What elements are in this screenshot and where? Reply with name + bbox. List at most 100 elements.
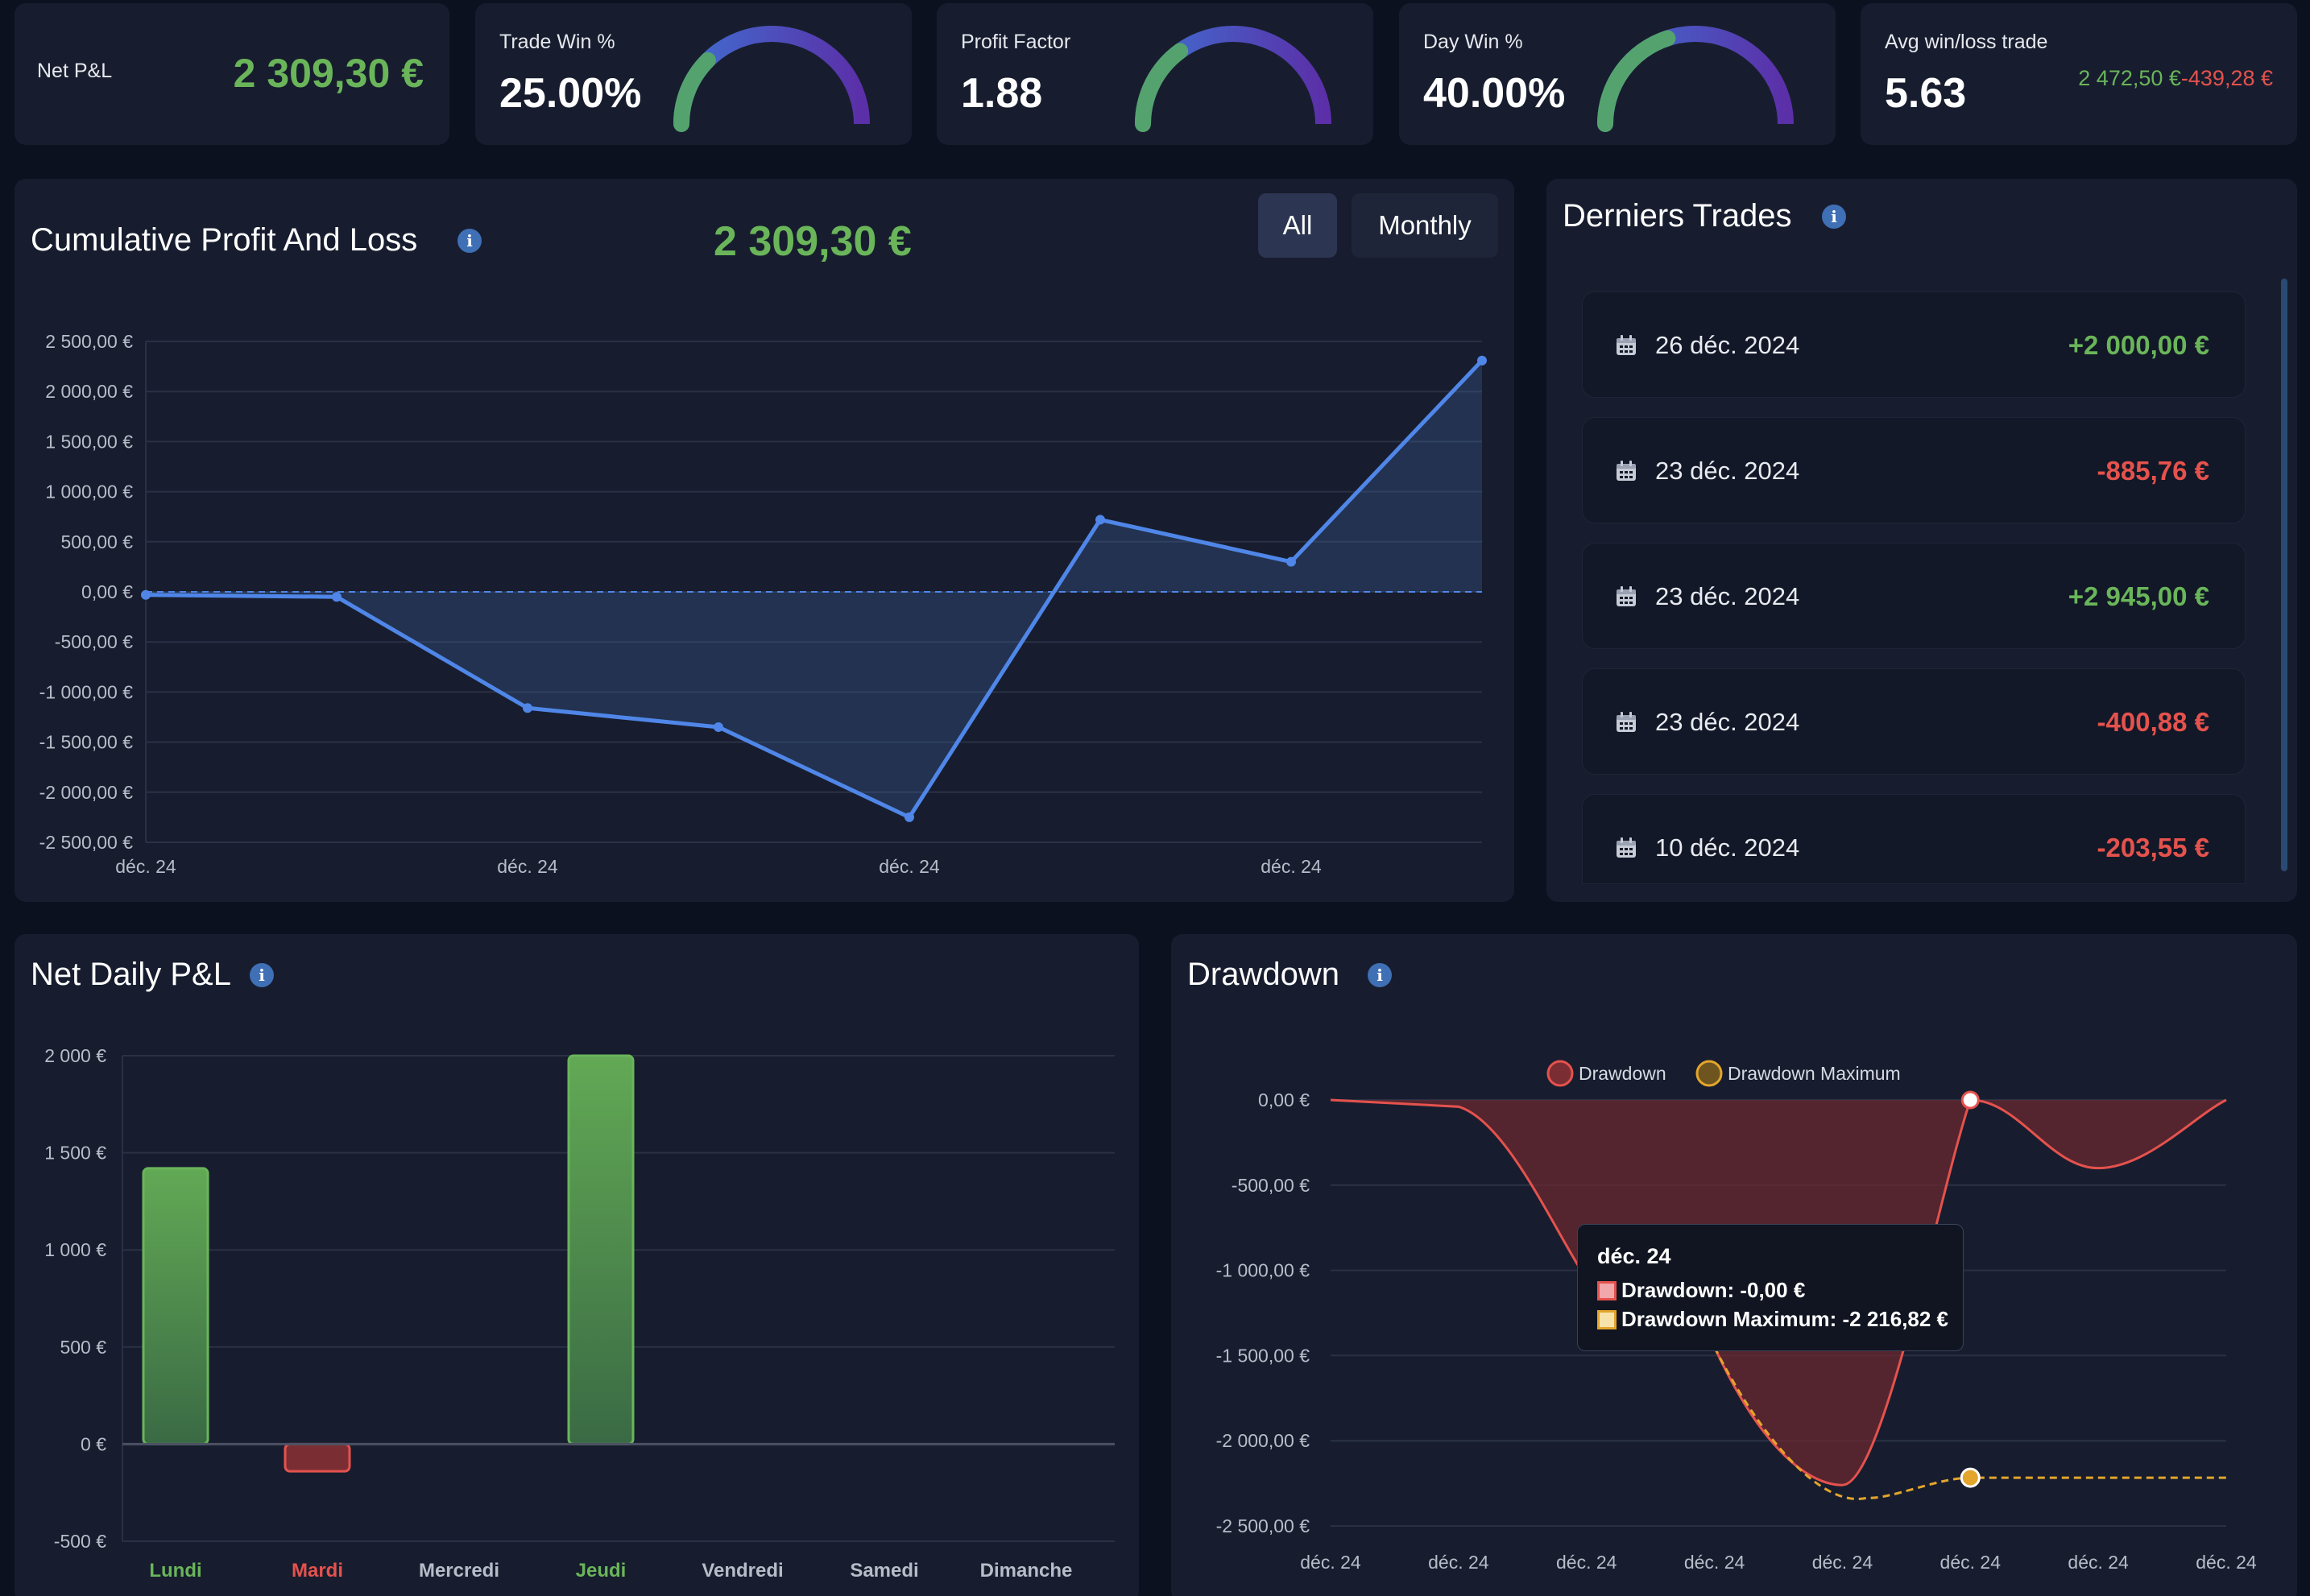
y-tick-label: -2 000,00 € [1216, 1430, 1310, 1451]
drawdown-max-point [1960, 1467, 1981, 1488]
data-point [523, 703, 532, 713]
tooltip-line-max: Drawdown Maximum: -2 216,82 € [1621, 1307, 1949, 1331]
kpi-avg-win-loss-breakdown: 2 472,50 €-439,28 € [2078, 66, 2273, 91]
daily-pnl-chart: 2 000 € 1 500 € 1 000 € 500 € 0 € -500 € Lundi… [44, 1045, 1115, 1582]
y-tick-label: -1 500,00 € [39, 732, 134, 753]
trade-row[interactable]: 23 déc. 2024 -400,88 € [1582, 668, 2246, 775]
cumulative-pnl-panel: Cumulative Profit And Loss i 2 309,30 € … [14, 179, 1514, 902]
kpi-avg-win-loss-label: Avg win/loss trade [1885, 31, 2048, 53]
kpi-trade-win-label: Trade Win % [499, 31, 615, 53]
y-tick-label: 1 000 € [44, 1239, 106, 1260]
cumulative-line [145, 358, 1484, 820]
kpi-trade-win-value: 25.00% [499, 70, 642, 117]
cumulative-pnl-title: Cumulative Profit And Loss [31, 222, 418, 258]
data-point [905, 812, 914, 822]
y-tick-label: 500,00 € [60, 531, 133, 552]
avg-loss-value: -439,28 € [2180, 66, 2273, 90]
trade-row[interactable]: 23 déc. 2024 +2 945,00 € [1582, 543, 2246, 649]
kpi-net-pnl-label: Net P&L [37, 60, 113, 82]
gauge-track [1135, 26, 1331, 125]
gauge-fill [1597, 30, 1676, 132]
kpi-profit-factor-value: 1.88 [961, 70, 1043, 117]
x-tick-label: Samedi [850, 1560, 918, 1582]
x-tick-label: déc. 24 [1684, 1552, 1745, 1573]
y-tick-label: -500,00 € [55, 631, 133, 652]
kpi-net-pnl-value: 2 309,30 € [233, 51, 424, 96]
trade-row[interactable]: 26 déc. 2024 +2 000,00 € [1582, 291, 2246, 398]
legend-drawdown-swatch [1546, 1060, 1574, 1087]
tooltip-line-drawdown: Drawdown: -0,00 € [1621, 1278, 1806, 1302]
cumulative-area [146, 360, 1482, 817]
info-icon[interactable]: i [1822, 205, 1846, 229]
all-button[interactable]: All [1258, 193, 1337, 258]
kpi-net-pnl-card: Net P&L 2 309,30 € [14, 3, 449, 145]
x-tick-label: déc. 24 [2196, 1552, 2257, 1573]
trade-amount: +2 000,00 € [2068, 330, 2209, 360]
calendar-icon [1617, 335, 1636, 355]
x-tick-label: déc. 24 [879, 856, 940, 877]
profit-factor-gauge [1135, 26, 1331, 132]
calendar-icon [1617, 461, 1636, 481]
trade-row[interactable]: 10 déc. 2024 -203,55 € [1582, 794, 2246, 884]
info-icon[interactable]: i [457, 229, 482, 253]
x-tick-label: déc. 24 [1261, 856, 1322, 877]
y-tick-label: -2 000,00 € [39, 782, 134, 803]
legend-max-label: Drawdown Maximum [1728, 1063, 1901, 1084]
legend-max-swatch [1695, 1060, 1723, 1087]
gauge-fill [673, 52, 716, 132]
y-tick-label: 2 000 € [44, 1045, 106, 1066]
gauge-track [1597, 26, 1794, 125]
kpi-profit-factor-card: Profit Factor 1.88 [937, 3, 1373, 145]
trade-row[interactable]: 23 déc. 2024 -885,76 € [1582, 417, 2246, 523]
trade-date: 10 déc. 2024 [1655, 833, 1800, 862]
x-tick-label: Vendredi [702, 1560, 783, 1582]
info-icon[interactable]: i [250, 963, 274, 987]
cumulative-pnl-chart: 2 500,00 € 2 000,00 € 1 500,00 € 1 000,00 €… [39, 331, 1487, 877]
data-point [141, 589, 151, 600]
x-tick-label: déc. 24 [2068, 1552, 2129, 1573]
tooltip-swatch-drawdown [1597, 1281, 1617, 1300]
kpi-trade-win-card: Trade Win % 25.00% [475, 3, 912, 145]
tooltip-title: déc. 24 [1597, 1244, 1671, 1268]
y-tick-label: 0,00 € [81, 581, 133, 602]
y-tick-label: 2 500,00 € [45, 331, 133, 352]
x-tick-label: Lundi [149, 1560, 201, 1582]
x-tick-label: déc. 24 [497, 856, 558, 877]
trade-date: 23 déc. 2024 [1655, 457, 1800, 485]
trade-date: 23 déc. 2024 [1655, 708, 1800, 736]
kpi-day-win-label: Day Win % [1423, 31, 1523, 53]
cumulative-pnl-total: 2 309,30 € [714, 218, 912, 265]
trades-title: Derniers Trades [1563, 198, 1792, 234]
y-tick-label: 2 000,00 € [45, 381, 133, 402]
data-point [714, 722, 723, 732]
drawdown-max-line [1713, 1346, 2226, 1500]
y-tick-label: 1 500 € [44, 1143, 106, 1164]
bar-lundi [142, 1167, 209, 1445]
y-tick-label: -2 500,00 € [1216, 1515, 1310, 1536]
kpi-avg-win-loss-card: Avg win/loss trade 5.63 2 472,50 €-439,2… [1861, 3, 2297, 145]
y-tick-label: -500,00 € [1232, 1175, 1310, 1196]
y-tick-label: 0,00 € [1258, 1089, 1310, 1110]
calendar-icon [1617, 837, 1636, 858]
drawdown-title: Drawdown [1187, 957, 1339, 992]
calendar-icon [1617, 712, 1636, 732]
x-tick-label: déc. 24 [1556, 1552, 1617, 1573]
info-icon[interactable]: i [1368, 963, 1392, 987]
monthly-button[interactable]: Monthly [1352, 193, 1498, 258]
trade-date: 26 déc. 2024 [1655, 331, 1800, 359]
kpi-avg-win-loss-value: 5.63 [1885, 70, 1967, 117]
kpi-day-win-value: 40.00% [1423, 70, 1566, 117]
kpi-profit-factor-label: Profit Factor [961, 31, 1071, 53]
y-tick-label: 0 € [81, 1433, 106, 1454]
x-tick-label: déc. 24 [1300, 1552, 1361, 1573]
drawdown-panel: Drawdown i 0,00 € -500,00 € -1 000,00 € -1 … [1171, 934, 2297, 1596]
y-tick-label: -500 € [54, 1531, 106, 1552]
y-tick-label: 500 € [60, 1337, 106, 1358]
y-tick-label: -1 000,00 € [39, 681, 134, 702]
day-win-gauge [1597, 26, 1794, 132]
trade-amount: +2 945,00 € [2068, 581, 2209, 611]
x-tick-label: Dimanche [980, 1560, 1073, 1582]
trades-scrollbar[interactable] [2281, 279, 2287, 871]
x-tick-label: Jeudi [576, 1560, 627, 1582]
bar-jeudi [567, 1054, 635, 1445]
